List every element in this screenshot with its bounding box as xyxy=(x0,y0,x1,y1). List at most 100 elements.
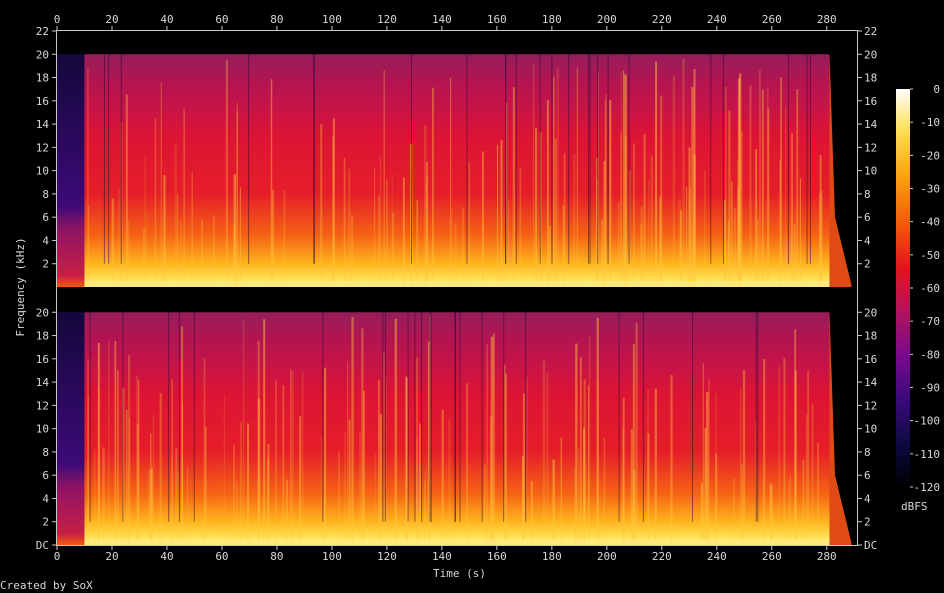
channel-2-transient xyxy=(526,376,528,545)
channel-1-transient xyxy=(737,187,740,287)
channel-2-transient xyxy=(769,483,772,545)
channel-1-transient xyxy=(332,118,335,287)
channel-1-transient xyxy=(233,223,236,287)
x-tick-label-bottom: 100 xyxy=(322,550,342,563)
channel-1-transient xyxy=(624,135,627,287)
channel-2-transient xyxy=(299,416,302,545)
channel-2-transient xyxy=(490,336,494,545)
channel-2-transient xyxy=(114,340,117,545)
channel-2-transient xyxy=(351,316,354,545)
channel-1-transient xyxy=(790,218,793,287)
channel-1-transient xyxy=(689,186,692,287)
channel-2-transient xyxy=(622,397,625,545)
channel-2-transient xyxy=(93,449,96,545)
channel-2-transient xyxy=(546,372,549,545)
channel-2-transient xyxy=(778,366,781,545)
channel-1-transient xyxy=(111,198,114,287)
channel-2-transient xyxy=(484,464,486,545)
channel-2-transient xyxy=(596,317,599,545)
channel-1-transient xyxy=(624,75,626,287)
channel-2-transient xyxy=(394,318,398,545)
y-tick-label-right: 2 xyxy=(864,258,871,271)
channel-1-transient xyxy=(650,155,653,287)
y-tick-label-left: 8 xyxy=(42,446,49,459)
channel-1-transient xyxy=(343,157,346,287)
channel-1-transient xyxy=(596,157,599,287)
channel-2-transient xyxy=(257,398,261,545)
channel-1-transient xyxy=(622,70,625,287)
channel-1-transient xyxy=(143,228,145,287)
channel-2-transient xyxy=(175,448,178,545)
channel-1-transient xyxy=(563,153,566,287)
channel-2-transient xyxy=(742,369,746,545)
channel-1-transient xyxy=(146,209,148,287)
channel-2-gap xyxy=(122,312,124,522)
channel-2-transient xyxy=(117,370,119,545)
channel-1-transient xyxy=(383,70,385,287)
x-tick-label-bottom: 40 xyxy=(160,550,173,563)
y-tick-label-left: 16 xyxy=(36,353,49,366)
channel-1-transient xyxy=(225,59,228,287)
y-tick-label-left: 4 xyxy=(42,492,49,505)
x-tick-label-bottom: 180 xyxy=(542,550,562,563)
channel-2-transient xyxy=(87,358,89,545)
channel-2-transient xyxy=(150,467,153,545)
channel-1-transient xyxy=(672,75,675,287)
channel-2-transient xyxy=(385,377,387,545)
y-tick-label-right: 10 xyxy=(864,165,877,178)
colorbar-tick-label: -90 xyxy=(920,382,940,395)
x-tick-label-top: 0 xyxy=(54,13,61,26)
channel-1-transient xyxy=(451,207,453,287)
channel-2-transient xyxy=(321,436,323,545)
channel-2-transient xyxy=(542,360,546,545)
channel-1-transient xyxy=(350,214,354,287)
channel-2-gap xyxy=(414,312,416,522)
channel-2-transient xyxy=(755,421,757,545)
y-tick-label-left: 22 xyxy=(36,25,49,38)
channel-1-transient xyxy=(749,85,752,287)
colorbar-tick-label: -30 xyxy=(920,183,940,196)
y-tick-label-right: 2 xyxy=(864,516,871,529)
channel-1-transient xyxy=(648,180,650,287)
x-tick-label-top: 20 xyxy=(105,13,118,26)
channel-1-transient xyxy=(534,127,538,287)
channel-2-transient xyxy=(138,380,140,545)
channel-2-transient xyxy=(783,358,786,545)
y-tick-label-left: 20 xyxy=(36,306,49,319)
channel-1-transient xyxy=(688,147,691,287)
channel-1-gap xyxy=(628,54,630,264)
channel-1-transient xyxy=(603,161,606,287)
y-tick-label-left: DC xyxy=(36,539,49,552)
channel-2-gap xyxy=(755,312,757,522)
channel-2-bass-band xyxy=(84,539,830,545)
channel-2-transient xyxy=(128,418,131,545)
channel-2-transient xyxy=(740,464,744,545)
channel-1-transient xyxy=(819,192,821,287)
channel-2-transient xyxy=(580,357,582,545)
channel-1-transient xyxy=(272,189,275,287)
channel-1-transient xyxy=(118,188,120,287)
x-tick-label-bottom: 60 xyxy=(215,550,228,563)
channel-1-gap xyxy=(313,54,315,264)
channel-2-transient xyxy=(585,451,587,545)
y-tick-label-left: 6 xyxy=(42,211,49,224)
channel-1-transient xyxy=(236,111,238,288)
y-tick-label-right: 8 xyxy=(864,446,871,459)
y-tick-label-left: 2 xyxy=(42,258,49,271)
y-tick-label-left: 10 xyxy=(36,423,49,436)
x-tick-label-top: 80 xyxy=(270,13,283,26)
channel-1-transient xyxy=(640,206,643,287)
y-tick-label-right: 16 xyxy=(864,95,877,108)
x-tick-label-bottom: 200 xyxy=(597,550,617,563)
channel-2-transient xyxy=(152,414,155,545)
channel-1-transient xyxy=(554,138,557,287)
y-tick-label-right: 20 xyxy=(864,48,877,61)
channel-2-transient xyxy=(424,480,426,545)
channel-1-transient xyxy=(759,70,761,287)
channel-2-transient xyxy=(359,431,361,545)
channel-1-gap xyxy=(806,54,808,264)
channel-2-transient xyxy=(704,428,707,545)
channel-1-transient xyxy=(391,212,395,287)
channel-1-transient xyxy=(655,60,657,287)
x-tick-label-top: 100 xyxy=(322,13,342,26)
